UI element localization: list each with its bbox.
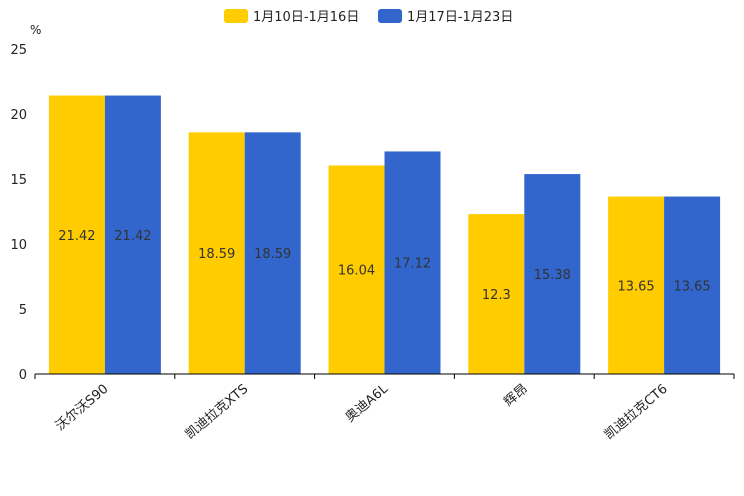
- data-label-s2-1: 18.59: [254, 247, 291, 262]
- bar-s1-3: [468, 214, 525, 374]
- bar-s1-2: [328, 165, 385, 374]
- bar-s2-2: [384, 151, 441, 374]
- y-axis-unit: %: [30, 23, 41, 37]
- data-label-s1-1: 18.59: [198, 247, 235, 262]
- bars: [48, 95, 721, 374]
- bar-s1-1: [188, 132, 245, 374]
- legend-swatch-1: [224, 9, 248, 23]
- data-label-s1-0: 21.42: [58, 229, 95, 244]
- x-tick-label-1: 凯迪拉克XTS: [183, 382, 252, 443]
- bar-s1-0: [48, 95, 105, 374]
- y-tick-label-5: 25: [10, 43, 27, 58]
- y-tick-label-1: 5: [19, 303, 27, 318]
- x-axis-labels: 沃尔沃S90 凯迪拉克XTS 奥迪A6L 辉昂 凯迪拉克CT6: [53, 381, 671, 443]
- y-tick-label-0: 0: [19, 368, 27, 383]
- data-label-s2-0: 21.42: [114, 229, 151, 244]
- bar-s1-4: [608, 196, 665, 374]
- bar-s2-0: [104, 95, 161, 374]
- legend-label-2: 1月17日-1月23日: [407, 10, 513, 25]
- data-labels: 21.42 21.42 18.59 18.59 16.04 17.12 12.3 15.38 1…: [58, 229, 710, 303]
- data-label-s2-3: 15.38: [534, 268, 571, 283]
- bar-s2-3: [524, 174, 581, 374]
- bar-s2-1: [244, 132, 301, 374]
- y-tick-label-2: 10: [10, 238, 27, 253]
- data-label-s2-2: 17.12: [394, 257, 431, 272]
- data-label-s1-2: 16.04: [338, 264, 375, 279]
- x-tick-label-0: 沃尔沃S90: [53, 382, 112, 434]
- y-axis-ticks: 0 5 10 15 20 25: [10, 43, 27, 383]
- legend-label-1: 1月10日-1月16日: [253, 10, 359, 25]
- data-label-s2-4: 13.65: [673, 279, 710, 294]
- x-axis-ticks: [34, 374, 735, 379]
- data-label-s1-3: 12.3: [482, 288, 511, 303]
- x-tick-label-3: 辉昂: [501, 382, 531, 410]
- data-label-s1-4: 13.65: [617, 279, 654, 294]
- legend: 1月10日-1月16日 1月17日-1月23日: [224, 9, 513, 25]
- legend-swatch-2: [378, 9, 402, 23]
- bar-s2-4: [664, 196, 721, 374]
- y-tick-label-3: 15: [10, 173, 27, 188]
- x-tick-label-4: 凯迪拉克CT6: [602, 382, 671, 443]
- y-tick-label-4: 20: [10, 108, 27, 123]
- x-tick-label-2: 奥迪A6L: [343, 381, 392, 425]
